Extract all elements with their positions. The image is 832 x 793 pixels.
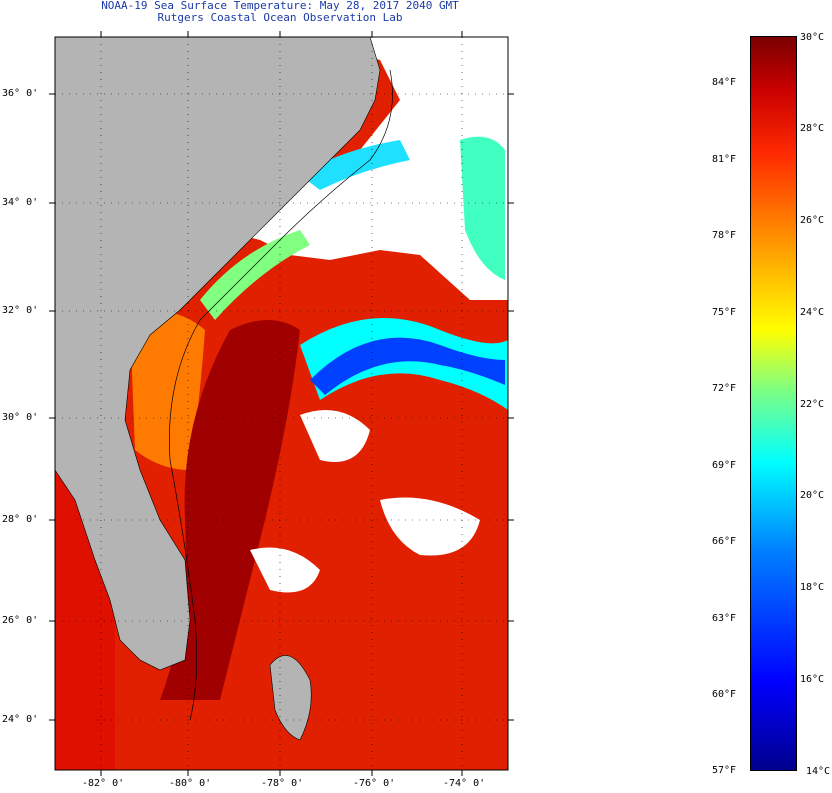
land-us <box>55 37 381 671</box>
colorbar-celsius-label: 30°C <box>800 32 825 43</box>
lon-label: -74° 0' <box>443 778 486 789</box>
colorbar-fahrenheit-label: 63°F <box>712 613 737 624</box>
lon-label: -76° 0' <box>353 778 396 789</box>
colorbar-celsius-label: 20°C <box>800 490 825 501</box>
map-frame <box>54 36 509 771</box>
colorbar-celsius-label: 22°C <box>800 399 825 410</box>
colorbar-fahrenheit-label: 81°F <box>712 154 737 165</box>
offshore-cool-water <box>460 136 505 280</box>
colorbar-fahrenheit-label: 72°F <box>712 383 737 394</box>
map-title: NOAA-19 Sea Surface Temperature: May 28,… <box>101 0 459 12</box>
cool-water-band <box>300 318 508 410</box>
colorbar-celsius-label: 16°C <box>800 674 825 685</box>
cold-water-core <box>310 337 505 395</box>
colorbar-fahrenheit-label: 66°F <box>712 536 737 547</box>
cloud-bahamas <box>250 547 320 593</box>
lat-label: 24° 0' <box>2 714 39 725</box>
shelf-water <box>130 312 205 470</box>
colorbar-celsius-label: 18°C <box>800 582 825 593</box>
cool-water-north <box>300 140 410 190</box>
colorbar-fahrenheit-label: 57°F <box>712 765 737 776</box>
isobath <box>169 69 393 721</box>
gulf-stream <box>160 320 300 700</box>
axis-ticks <box>49 31 514 776</box>
lon-label: -80° 0' <box>169 778 212 789</box>
colorbar-fahrenheit-label: 60°F <box>712 689 737 700</box>
colorbar-celsius-label: 14°C <box>806 766 831 777</box>
temperature-colorbar <box>750 36 797 771</box>
colorbar-celsius-label: 26°C <box>800 215 825 226</box>
lat-label: 36° 0' <box>2 88 39 99</box>
map-subtitle: Rutgers Coastal Ocean Observation Lab <box>157 11 403 24</box>
colorbar-fahrenheit-label: 69°F <box>712 460 737 471</box>
colorbar-fahrenheit-label: 78°F <box>712 230 737 241</box>
colorbar-celsius-label: 28°C <box>800 123 825 134</box>
lon-label: -78° 0' <box>261 778 304 789</box>
cloud-east <box>380 497 480 556</box>
colorbar-celsius-label: 24°C <box>800 307 825 318</box>
lat-label: 34° 0' <box>2 197 39 208</box>
lat-label: 26° 0' <box>2 615 39 626</box>
coastal-cool-water <box>200 230 310 320</box>
lon-label: -82° 0' <box>82 778 125 789</box>
lat-label: 32° 0' <box>2 305 39 316</box>
colorbar-fahrenheit-label: 84°F <box>712 77 737 88</box>
land-bahamas <box>269 655 312 741</box>
colorbar-fahrenheit-label: 75°F <box>712 307 737 318</box>
cloud-south <box>300 410 370 462</box>
lat-label: 28° 0' <box>2 514 39 525</box>
lat-label: 30° 0' <box>2 412 39 423</box>
